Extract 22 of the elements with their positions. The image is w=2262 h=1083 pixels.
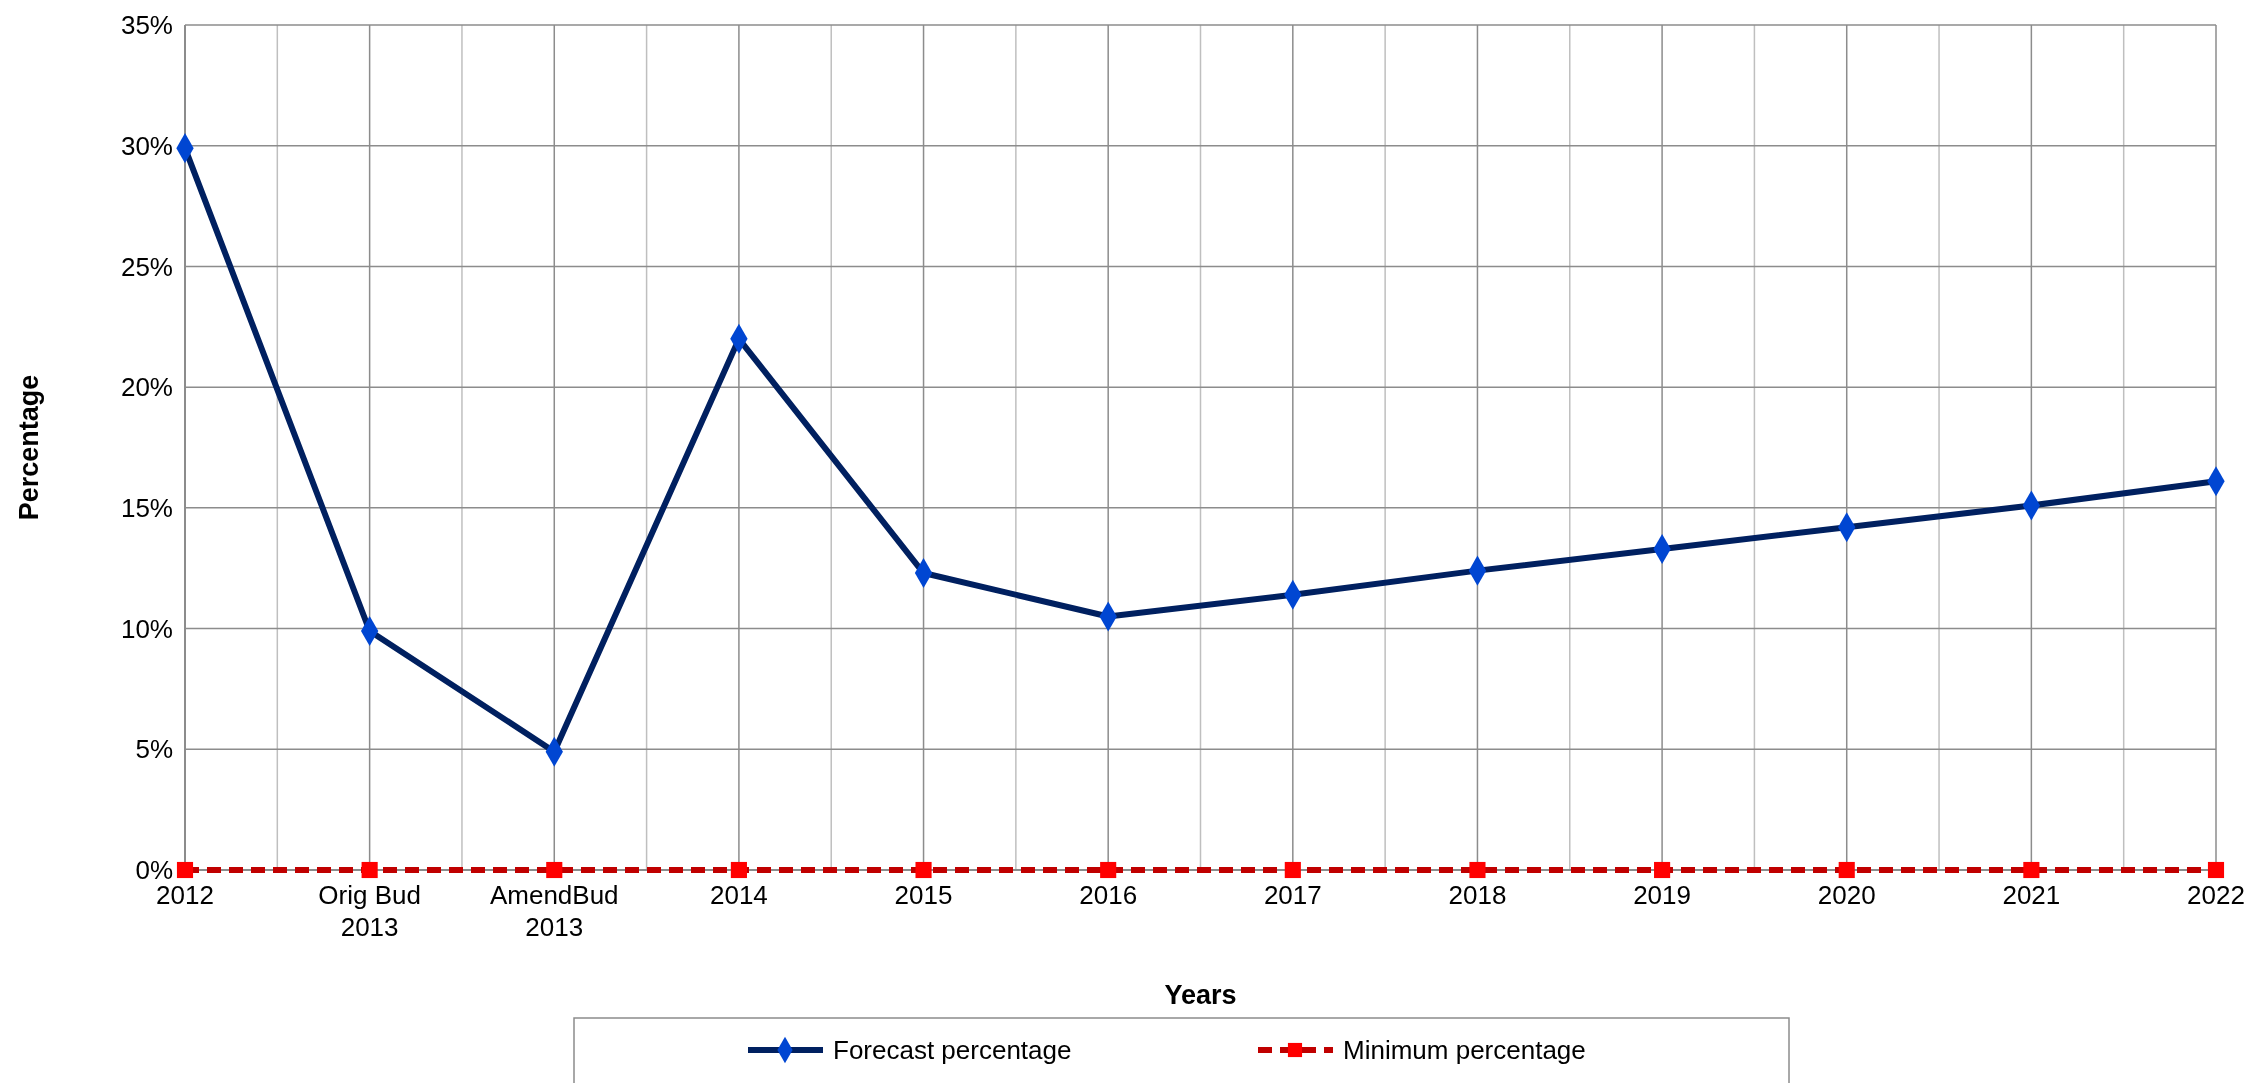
y-tick-label: 10% [120,613,173,644]
y-tick-label: 5% [135,734,173,765]
legend-label: Forecast percentage [833,1035,1072,1066]
x-tick-label: Orig Bud 2013 [318,880,421,942]
x-tick-label: AmendBud 2013 [489,880,619,942]
y-tick-label: 15% [120,492,173,523]
y-tick-label: 25% [120,251,173,282]
x-axis-title: Years [1164,980,1237,1010]
y-axis-title: Percentage [14,374,44,521]
x-tick-label: 2017 [1263,880,1322,910]
x-tick-label: 2021 [2002,880,2061,910]
x-tick-label: 2015 [894,880,953,910]
x-tick-label: 2016 [1079,880,1138,910]
y-tick-label: 30% [120,130,173,161]
x-tick-label: 2019 [1633,880,1692,910]
y-tick-label: 20% [120,372,173,403]
x-tick-label: 2014 [709,880,768,910]
x-tick-label: 2018 [1448,880,1507,910]
legend-label: Minimum percentage [1343,1035,1586,1066]
x-tick-label: 2020 [1817,880,1876,910]
y-tick-label: 35% [120,10,173,41]
x-tick-label: 2022 [2187,880,2245,910]
